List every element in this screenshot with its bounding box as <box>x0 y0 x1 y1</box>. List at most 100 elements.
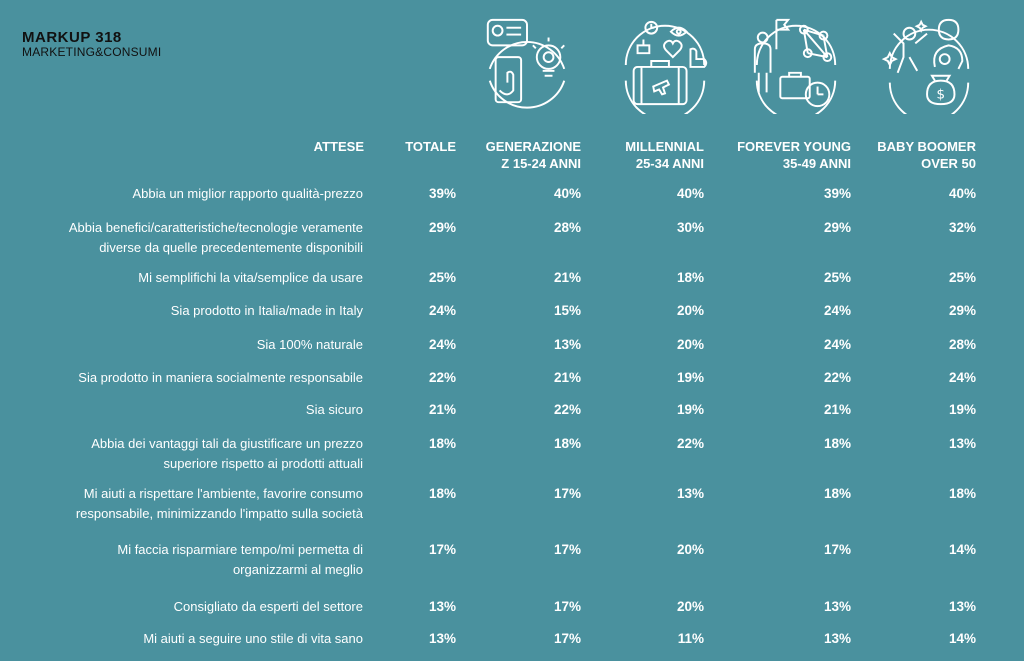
table-cell-value: 13% <box>823 599 851 614</box>
table-cell-value: 21% <box>823 402 851 417</box>
row-label: Sia prodotto in Italia/made in Italy <box>3 301 363 321</box>
row-label: Sia 100% naturale <box>3 335 363 355</box>
column-header: FOREVER YOUNG 35-49 ANNI <box>691 138 851 172</box>
row-label: Abbia un miglior rapporto qualità-prezzo <box>3 184 363 204</box>
table-cell-value: 13% <box>428 599 456 614</box>
table-cell-value: 13% <box>823 631 851 646</box>
table-cell-value: 22% <box>428 370 456 385</box>
table-cell-value: 20% <box>676 599 704 614</box>
row-label: Mi aiuti a seguire uno stile di vita san… <box>3 629 363 649</box>
row-label-line: Abbia dei vantaggi tali da giustificare … <box>91 436 363 451</box>
table-cell-value: 11% <box>677 631 704 646</box>
table-cell-value: 29% <box>823 220 851 235</box>
column-header: MILLENNIAL 25-34 ANNI <box>544 138 704 172</box>
table-cell-value: 20% <box>676 542 704 557</box>
table-cell-value: 18% <box>553 436 581 451</box>
table-cell-value: 24% <box>823 337 851 352</box>
table-cell-value: 29% <box>948 303 976 318</box>
row-label-line: responsabile, minimizzando l'impatto sul… <box>75 506 363 521</box>
table-cell-value: 40% <box>553 186 581 201</box>
table-cell-value: 18% <box>428 436 456 451</box>
row-label-line: Mi aiuti a seguire uno stile di vita san… <box>143 631 363 646</box>
table-cell-value: 15% <box>553 303 581 318</box>
table-cell-value: 18% <box>676 270 704 285</box>
row-label-line: Mi aiuti a rispettare l'ambiente, favori… <box>83 486 363 501</box>
row-label-line: Sia prodotto in maniera socialmente resp… <box>78 370 363 385</box>
table-cell-value: 29% <box>428 220 456 235</box>
table-cell-value: 13% <box>428 631 456 646</box>
table-cell-value: 40% <box>676 186 704 201</box>
table-cell-value: 13% <box>553 337 581 352</box>
row-label-line: Abbia un miglior rapporto qualità-prezzo <box>132 186 363 201</box>
table-cell-value: 19% <box>676 402 704 417</box>
family-savings-icon: $ <box>880 12 978 123</box>
table-cell-value: 14% <box>948 542 976 557</box>
svg-text:$: $ <box>936 86 945 102</box>
table-cell-value: 20% <box>676 337 704 352</box>
row-label: Sia prodotto in maniera socialmente resp… <box>3 368 363 388</box>
row-label-line: Mi faccia risparmiare tempo/mi permetta … <box>117 542 363 557</box>
column-header: TOTALE <box>296 138 456 155</box>
row-label: Consigliato da esperti del settore <box>3 597 363 617</box>
table-cell-value: 13% <box>948 436 976 451</box>
table-cell-value: 18% <box>823 436 851 451</box>
table-cell-value: 17% <box>553 599 581 614</box>
table-cell-value: 24% <box>823 303 851 318</box>
column-header-line: MILLENNIAL <box>625 139 704 154</box>
table-cell-value: 39% <box>823 186 851 201</box>
table-cell-value: 17% <box>553 542 581 557</box>
column-header-line: 35-49 ANNI <box>782 156 851 171</box>
table-cell-value: 17% <box>428 542 456 557</box>
table-cell-value: 21% <box>553 370 581 385</box>
row-label: Mi faccia risparmiare tempo/mi permetta … <box>3 540 363 580</box>
table-cell-value: 22% <box>676 436 704 451</box>
column-header-line: BABY BOOMER <box>877 139 976 154</box>
row-label-line: superiore rispetto ai prodotti attuali <box>163 456 363 471</box>
row-label-line: Consigliato da esperti del settore <box>173 599 363 614</box>
row-label-line: Abbia benefici/caratteristiche/tecnologi… <box>68 220 363 235</box>
brand-subtitle: MARKETING&CONSUMI <box>22 45 162 59</box>
column-header-line: Z 15-24 ANNI <box>501 156 581 171</box>
column-header-line: FOREVER YOUNG <box>737 139 851 154</box>
table-cell-value: 24% <box>948 370 976 385</box>
table-cell-value: 30% <box>676 220 704 235</box>
travel-suitcase-icon <box>616 12 714 121</box>
row-header-label: ATTESE <box>313 139 364 154</box>
table-cell-value: 17% <box>553 631 581 646</box>
table-cell-value: 21% <box>553 270 581 285</box>
table-cell-value: 28% <box>948 337 976 352</box>
row-label-line: Sia prodotto in Italia/made in Italy <box>170 303 363 318</box>
brand-logo: MARKUP 318 MARKETING&CONSUMI <box>22 30 161 59</box>
row-label-line: diverse da quelle precedentemente dispon… <box>99 240 363 255</box>
row-label: Abbia benefici/caratteristiche/tecnologi… <box>3 218 363 258</box>
business-network-icon <box>747 12 845 121</box>
table-cell-value: 19% <box>676 370 704 385</box>
table-cell-value: 13% <box>948 599 976 614</box>
table-cell-value: 24% <box>428 303 456 318</box>
table-cell-value: 18% <box>948 486 976 501</box>
smartphone-idea-icon <box>478 12 576 114</box>
table-cell-value: 32% <box>948 220 976 235</box>
table-cell-value: 13% <box>676 486 704 501</box>
table-cell-value: 19% <box>948 402 976 417</box>
table-cell-value: 24% <box>428 337 456 352</box>
row-label-line: Sia 100% naturale <box>256 337 363 352</box>
table-cell-value: 25% <box>948 270 976 285</box>
row-label-line: Sia sicuro <box>305 402 363 417</box>
row-label: Abbia dei vantaggi tali da giustificare … <box>3 434 363 474</box>
column-header: GENERAZIONE Z 15-24 ANNI <box>421 138 581 172</box>
table-cell-value: 17% <box>553 486 581 501</box>
row-label-line: Mi semplifichi la vita/semplice da usare <box>138 270 363 285</box>
row-label: Mi aiuti a rispettare l'ambiente, favori… <box>3 484 363 524</box>
table-cell-value: 20% <box>676 303 704 318</box>
table-cell-value: 25% <box>428 270 456 285</box>
brand-title: MARKUP 318 <box>22 29 122 46</box>
table-cell-value: 22% <box>553 402 581 417</box>
table-cell-value: 21% <box>428 402 456 417</box>
table-cell-value: 28% <box>553 220 581 235</box>
table-cell-value: 14% <box>948 631 976 646</box>
row-label: Sia sicuro <box>3 400 363 420</box>
row-label: Mi semplifichi la vita/semplice da usare <box>3 268 363 288</box>
column-header: BABY BOOMER OVER 50 <box>816 138 976 172</box>
table-cell-value: 18% <box>823 486 851 501</box>
